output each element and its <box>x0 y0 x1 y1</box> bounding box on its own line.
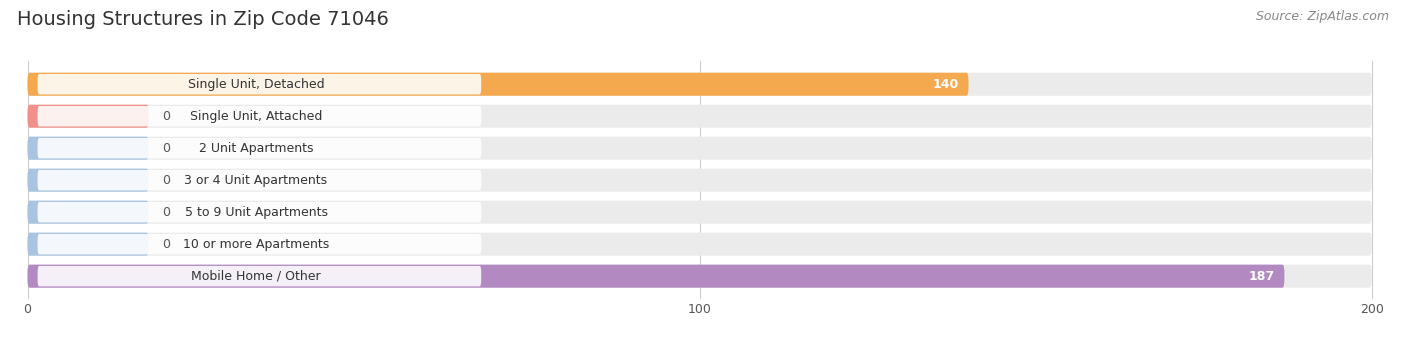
FancyBboxPatch shape <box>28 105 1372 128</box>
FancyBboxPatch shape <box>28 73 969 96</box>
Text: 5 to 9 Unit Apartments: 5 to 9 Unit Apartments <box>184 206 328 219</box>
Text: 187: 187 <box>1249 270 1274 283</box>
Text: 140: 140 <box>932 78 959 91</box>
Text: 0: 0 <box>162 142 170 155</box>
Text: 0: 0 <box>162 174 170 187</box>
FancyBboxPatch shape <box>28 233 1372 256</box>
Text: Housing Structures in Zip Code 71046: Housing Structures in Zip Code 71046 <box>17 10 388 29</box>
Text: Source: ZipAtlas.com: Source: ZipAtlas.com <box>1256 10 1389 23</box>
FancyBboxPatch shape <box>38 234 481 254</box>
FancyBboxPatch shape <box>28 137 149 160</box>
Text: Single Unit, Detached: Single Unit, Detached <box>188 78 325 91</box>
FancyBboxPatch shape <box>38 138 481 158</box>
Text: 10 or more Apartments: 10 or more Apartments <box>183 238 329 251</box>
Text: Mobile Home / Other: Mobile Home / Other <box>191 270 321 283</box>
Text: 0: 0 <box>162 238 170 251</box>
FancyBboxPatch shape <box>28 233 149 256</box>
FancyBboxPatch shape <box>28 137 1372 160</box>
FancyBboxPatch shape <box>28 201 1372 224</box>
FancyBboxPatch shape <box>28 105 149 128</box>
FancyBboxPatch shape <box>28 73 1372 96</box>
Text: 2 Unit Apartments: 2 Unit Apartments <box>198 142 314 155</box>
FancyBboxPatch shape <box>28 265 1285 288</box>
FancyBboxPatch shape <box>38 74 481 95</box>
FancyBboxPatch shape <box>38 106 481 126</box>
FancyBboxPatch shape <box>38 170 481 190</box>
Text: 3 or 4 Unit Apartments: 3 or 4 Unit Apartments <box>184 174 328 187</box>
FancyBboxPatch shape <box>38 266 481 286</box>
FancyBboxPatch shape <box>28 201 149 224</box>
FancyBboxPatch shape <box>28 169 149 192</box>
FancyBboxPatch shape <box>38 202 481 222</box>
Text: 0: 0 <box>162 110 170 123</box>
FancyBboxPatch shape <box>28 265 1372 288</box>
Text: Single Unit, Attached: Single Unit, Attached <box>190 110 322 123</box>
FancyBboxPatch shape <box>28 169 1372 192</box>
Text: 0: 0 <box>162 206 170 219</box>
